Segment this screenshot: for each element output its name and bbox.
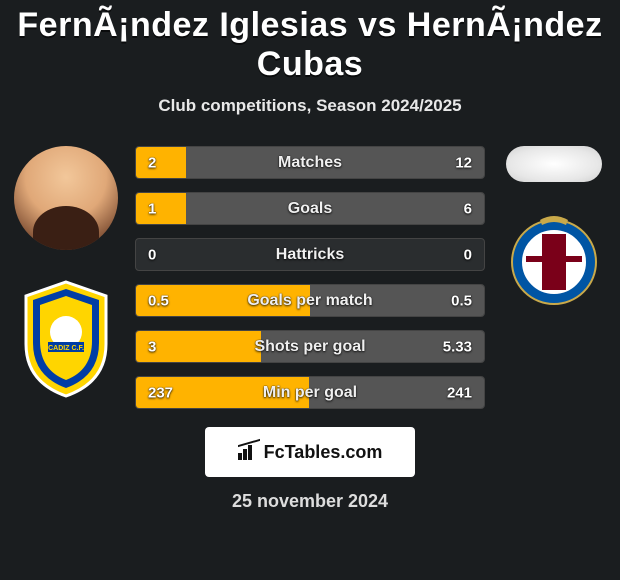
stat-value-left: 3 (148, 338, 156, 355)
stat-value-right: 241 (447, 384, 472, 401)
bar-fill-right (186, 193, 484, 224)
site-label: FcTables.com (264, 442, 383, 463)
stat-row: 0.5 0.5 Goals per match (135, 284, 485, 317)
left-player-column: CADIZ C.F. (6, 146, 126, 398)
site-badge: FcTables.com (205, 427, 415, 477)
stat-label: Hattricks (276, 246, 344, 264)
page-title: FernÃ¡ndez Iglesias vs HernÃ¡ndez Cubas (0, 0, 620, 84)
right-player-photo-placeholder (506, 146, 602, 182)
stat-row: 3 5.33 Shots per goal (135, 330, 485, 363)
stat-value-left: 0 (148, 246, 156, 263)
stat-value-right: 0.5 (451, 292, 472, 309)
stat-value-right: 0 (464, 246, 472, 263)
chart-icon (238, 444, 258, 460)
stat-label: Goals (288, 200, 332, 218)
left-club-badge: CADIZ C.F. (18, 278, 114, 398)
subtitle: Club competitions, Season 2024/2025 (0, 96, 620, 116)
stat-value-right: 6 (464, 200, 472, 217)
stat-label: Goals per match (247, 292, 372, 310)
stat-row: 1 6 Goals (135, 192, 485, 225)
right-club-badge (504, 210, 604, 310)
left-player-photo (14, 146, 118, 250)
stat-value-left: 1 (148, 200, 156, 217)
stat-value-left: 2 (148, 154, 156, 171)
stat-row: 0 0 Hattricks (135, 238, 485, 271)
comparison-panel: CADIZ C.F. 212Matches16Goals00Hattricks0… (0, 146, 620, 409)
stat-row: 237 241 Min per goal (135, 376, 485, 409)
right-player-column (494, 138, 614, 310)
stat-value-right: 12 (455, 154, 472, 171)
stat-value-left: 0.5 (148, 292, 169, 309)
bar-fill-left (136, 147, 186, 178)
stat-label: Matches (278, 154, 342, 172)
stat-row: 2 12 Matches (135, 146, 485, 179)
stat-label: Min per goal (263, 384, 357, 402)
stat-bars: 2 12 Matches 1 6 Goals 0 0 Hattricks 0.5 0.5 Goals … (135, 146, 485, 409)
stat-value-right: 5.33 (443, 338, 472, 355)
bar-fill-left (136, 193, 186, 224)
stat-label: Shots per goal (254, 338, 365, 356)
footer-date: 25 november 2024 (0, 491, 620, 512)
svg-text:CADIZ C.F.: CADIZ C.F. (48, 345, 84, 352)
stat-value-left: 237 (148, 384, 173, 401)
